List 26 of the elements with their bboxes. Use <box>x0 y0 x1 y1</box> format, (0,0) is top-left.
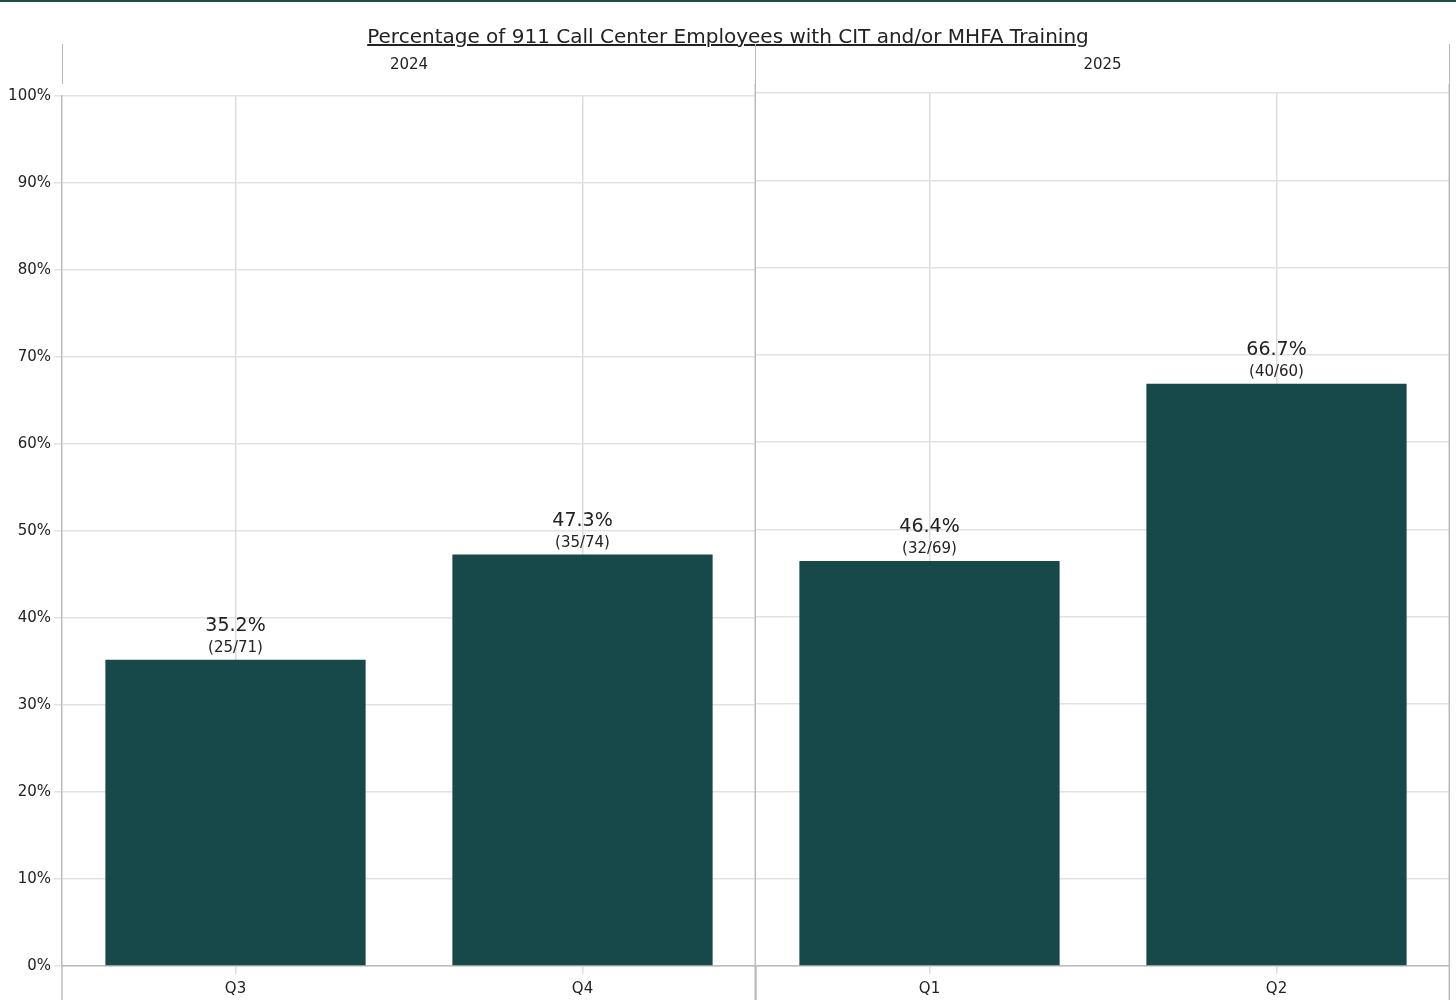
y-tick-label: 10% <box>17 868 51 887</box>
y-tick-label: 20% <box>17 781 51 800</box>
x-tick-label: Q3 <box>224 978 247 997</box>
y-tick-label: 60% <box>17 433 51 452</box>
x-tick-label: Q4 <box>571 978 594 997</box>
y-tick-label: 50% <box>17 520 51 539</box>
chart-subtitle: 2024 <box>389 55 429 73</box>
data-label: 66.7% <box>1246 337 1307 360</box>
y-tick-label: 30% <box>17 694 51 713</box>
chart-title: Percentage of 911 Call Center Employees with CIT and/or MHFA Training <box>366 23 1090 48</box>
y-tick-label: 0% <box>27 955 51 974</box>
y-tick-label: 80% <box>17 259 51 278</box>
x-tick-label: Q1 <box>918 978 941 997</box>
data-label: 35.2% <box>205 613 266 636</box>
annotation: (32/69) <box>902 539 957 558</box>
y-tick-label: 40% <box>17 607 51 626</box>
y-tick-label: 100% <box>8 85 51 104</box>
data-label: 47.3% <box>552 507 613 530</box>
chart-subtitle: 2025 <box>1083 55 1122 73</box>
x-tick-label: Q2 <box>1265 978 1288 997</box>
annotation: (25/71) <box>208 638 263 657</box>
annotation: (35/74) <box>555 532 610 551</box>
y-tick-label: 90% <box>17 172 51 191</box>
y-tick-label: 70% <box>17 346 51 365</box>
data-label: 46.4% <box>899 514 960 537</box>
annotation: (40/60) <box>1249 362 1304 381</box>
